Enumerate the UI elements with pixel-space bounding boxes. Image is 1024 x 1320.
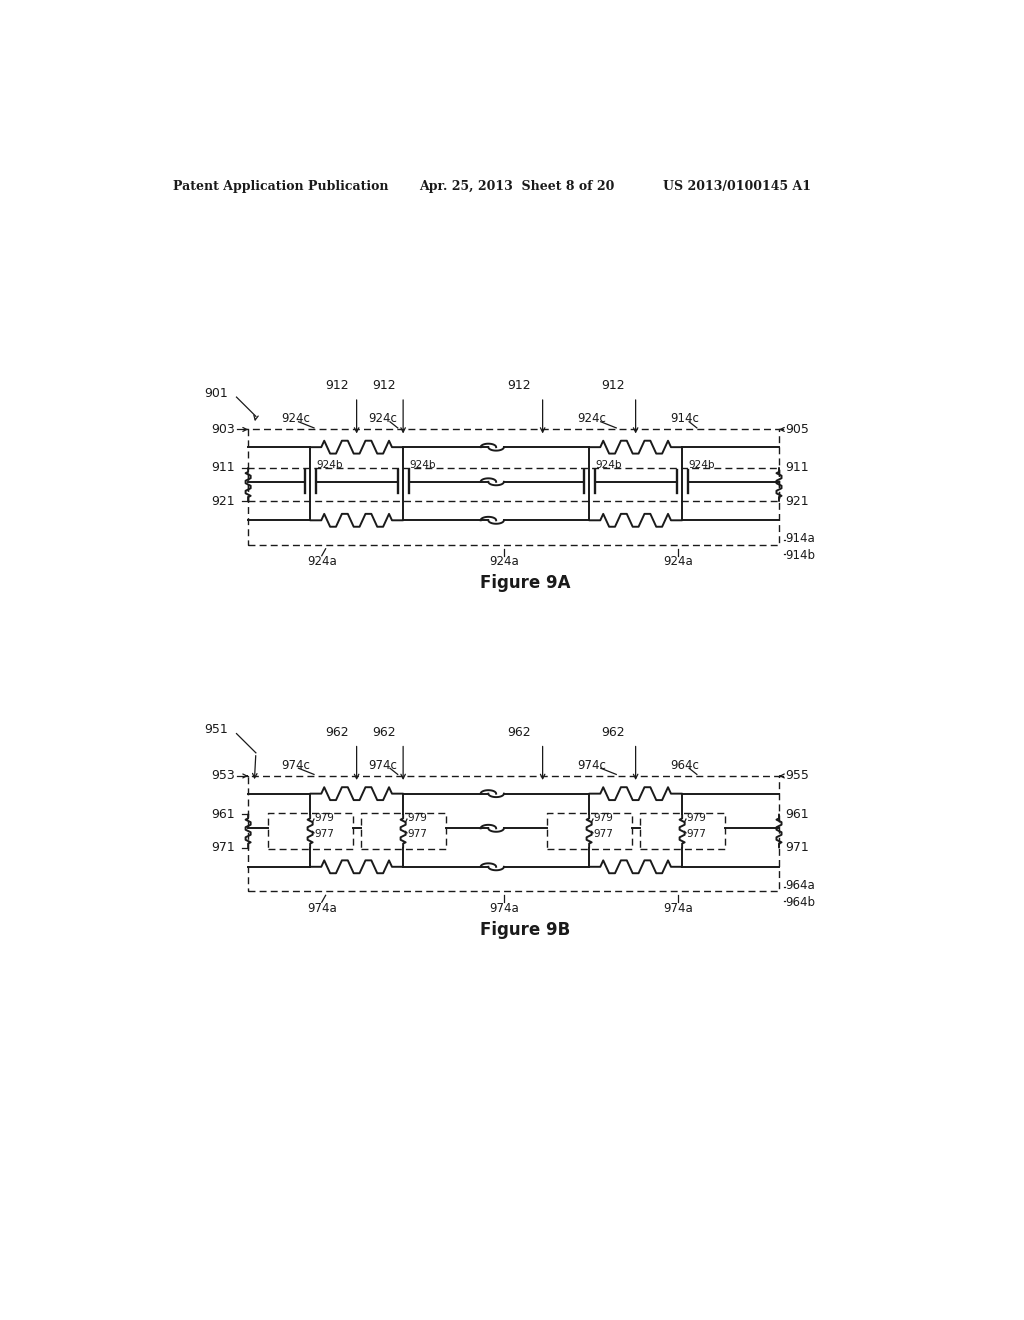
Text: 974a: 974a xyxy=(307,902,337,915)
Text: 912: 912 xyxy=(326,379,349,392)
Text: 951: 951 xyxy=(204,723,227,737)
Text: 961: 961 xyxy=(785,808,809,821)
Text: 974a: 974a xyxy=(664,902,693,915)
Text: 974c: 974c xyxy=(369,759,397,772)
Text: 911: 911 xyxy=(211,462,234,474)
Text: US 2013/0100145 A1: US 2013/0100145 A1 xyxy=(663,181,811,194)
Text: 924b: 924b xyxy=(410,459,436,470)
Text: 921: 921 xyxy=(785,495,809,508)
Text: 977: 977 xyxy=(594,829,613,840)
Text: 953: 953 xyxy=(211,770,234,783)
Text: 962: 962 xyxy=(326,726,349,739)
Text: 974c: 974c xyxy=(282,759,310,772)
Text: 924b: 924b xyxy=(688,459,715,470)
Text: 964c: 964c xyxy=(671,759,699,772)
Text: 924c: 924c xyxy=(369,412,397,425)
Text: 924a: 924a xyxy=(307,556,337,569)
Text: 977: 977 xyxy=(408,829,428,840)
Text: 901: 901 xyxy=(204,387,227,400)
Text: 914b: 914b xyxy=(785,549,815,562)
Text: 924c: 924c xyxy=(578,412,606,425)
Text: 962: 962 xyxy=(372,726,395,739)
Text: 964b: 964b xyxy=(785,896,815,908)
Text: 912: 912 xyxy=(601,379,625,392)
Text: 977: 977 xyxy=(314,829,335,840)
Text: Patent Application Publication: Patent Application Publication xyxy=(173,181,388,194)
Text: 974a: 974a xyxy=(489,902,519,915)
Text: 924b: 924b xyxy=(316,459,343,470)
Text: 903: 903 xyxy=(211,422,234,436)
Text: 964a: 964a xyxy=(785,879,815,892)
Text: 924a: 924a xyxy=(664,556,693,569)
Text: 971: 971 xyxy=(785,841,809,854)
Text: 955: 955 xyxy=(785,770,809,783)
Text: 979: 979 xyxy=(314,813,335,822)
Text: 912: 912 xyxy=(508,379,531,392)
Text: 914c: 914c xyxy=(671,412,699,425)
Text: 921: 921 xyxy=(211,495,234,508)
Text: Apr. 25, 2013  Sheet 8 of 20: Apr. 25, 2013 Sheet 8 of 20 xyxy=(419,181,614,194)
Text: 911: 911 xyxy=(785,462,809,474)
Text: 977: 977 xyxy=(687,829,707,840)
Text: 961: 961 xyxy=(211,808,234,821)
Text: Figure 9B: Figure 9B xyxy=(479,921,570,939)
Text: 914a: 914a xyxy=(785,532,815,545)
Text: 924b: 924b xyxy=(595,459,622,470)
Text: 912: 912 xyxy=(372,379,395,392)
Text: 979: 979 xyxy=(408,813,428,822)
Text: 974c: 974c xyxy=(578,759,606,772)
Text: Figure 9A: Figure 9A xyxy=(479,574,570,593)
Text: 962: 962 xyxy=(508,726,531,739)
Text: 924a: 924a xyxy=(489,556,519,569)
Text: 962: 962 xyxy=(601,726,625,739)
Text: 924c: 924c xyxy=(282,412,310,425)
Text: 905: 905 xyxy=(785,422,809,436)
Text: 979: 979 xyxy=(594,813,613,822)
Text: 979: 979 xyxy=(687,813,707,822)
Text: 971: 971 xyxy=(211,841,234,854)
